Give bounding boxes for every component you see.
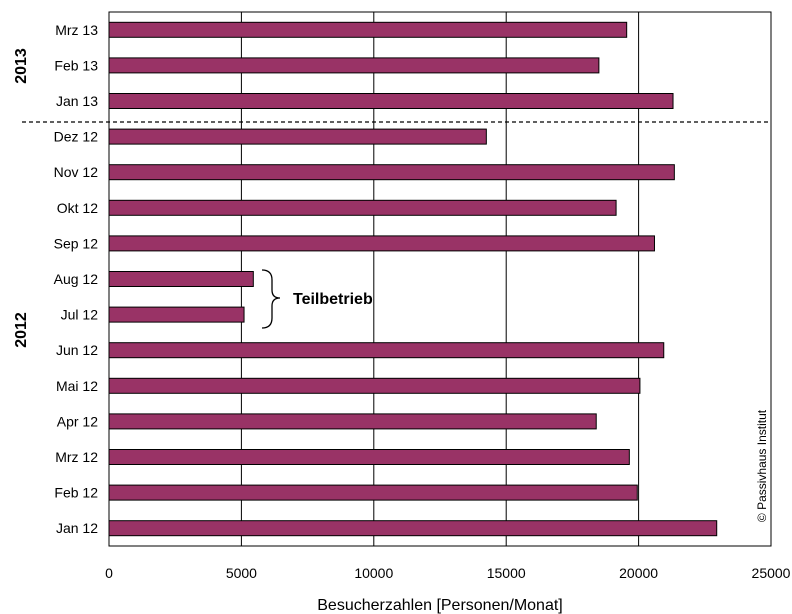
x-tick-label: 10000 [354, 565, 393, 581]
teilbetrieb-brace [261, 269, 281, 329]
year-label-2012: 2012 [13, 312, 30, 348]
bar [108, 21, 628, 38]
x-axis-title: Besucherzahlen [Personen/Monat] [317, 597, 562, 614]
category-label: Mrz 12 [55, 449, 98, 465]
category-label: Jul 12 [61, 307, 99, 323]
category-label: Mai 12 [56, 378, 98, 394]
x-tick-label: 0 [105, 565, 113, 581]
bar [108, 413, 597, 430]
bar [108, 377, 641, 394]
bar [108, 306, 245, 323]
category-label: Dez 12 [54, 129, 99, 145]
category-label: Aug 12 [54, 271, 99, 287]
copyright-text: © Passivhaus Institut [755, 409, 769, 522]
category-label: Feb 12 [54, 485, 98, 501]
bar [108, 342, 665, 359]
year-label-2013: 2013 [13, 48, 30, 84]
x-tick-label: 25000 [752, 565, 791, 581]
bar [108, 271, 254, 287]
bar [108, 199, 617, 216]
bar [108, 93, 674, 109]
bar [108, 449, 630, 465]
category-label: Nov 12 [54, 164, 99, 180]
category-label: Jan 13 [56, 93, 98, 109]
bar [108, 128, 487, 145]
x-tick-label: 5000 [226, 565, 257, 581]
category-label: Feb 13 [54, 57, 98, 73]
category-label: Okt 12 [57, 200, 98, 216]
bars [108, 21, 718, 537]
bar [108, 57, 600, 74]
category-label: Mrz 13 [55, 22, 98, 38]
x-tick-labels: 0 5000 10000 15000 20000 25000 [105, 565, 791, 581]
category-labels: Mrz 13 Feb 13 Jan 13 Dez 12 Nov 12 Okt 12 Sep … [54, 22, 99, 536]
x-tick-label: 15000 [487, 565, 526, 581]
category-label: Jun 12 [56, 342, 98, 358]
x-tick-label: 20000 [619, 565, 658, 581]
teilbetrieb-annotation: Teilbetrieb [293, 291, 373, 308]
bar [108, 164, 675, 181]
category-label: Jan 12 [56, 520, 98, 536]
category-label: Apr 12 [57, 413, 98, 429]
bar [108, 484, 638, 501]
category-label: Sep 12 [54, 235, 99, 251]
bar [108, 235, 655, 252]
bar [108, 520, 718, 537]
